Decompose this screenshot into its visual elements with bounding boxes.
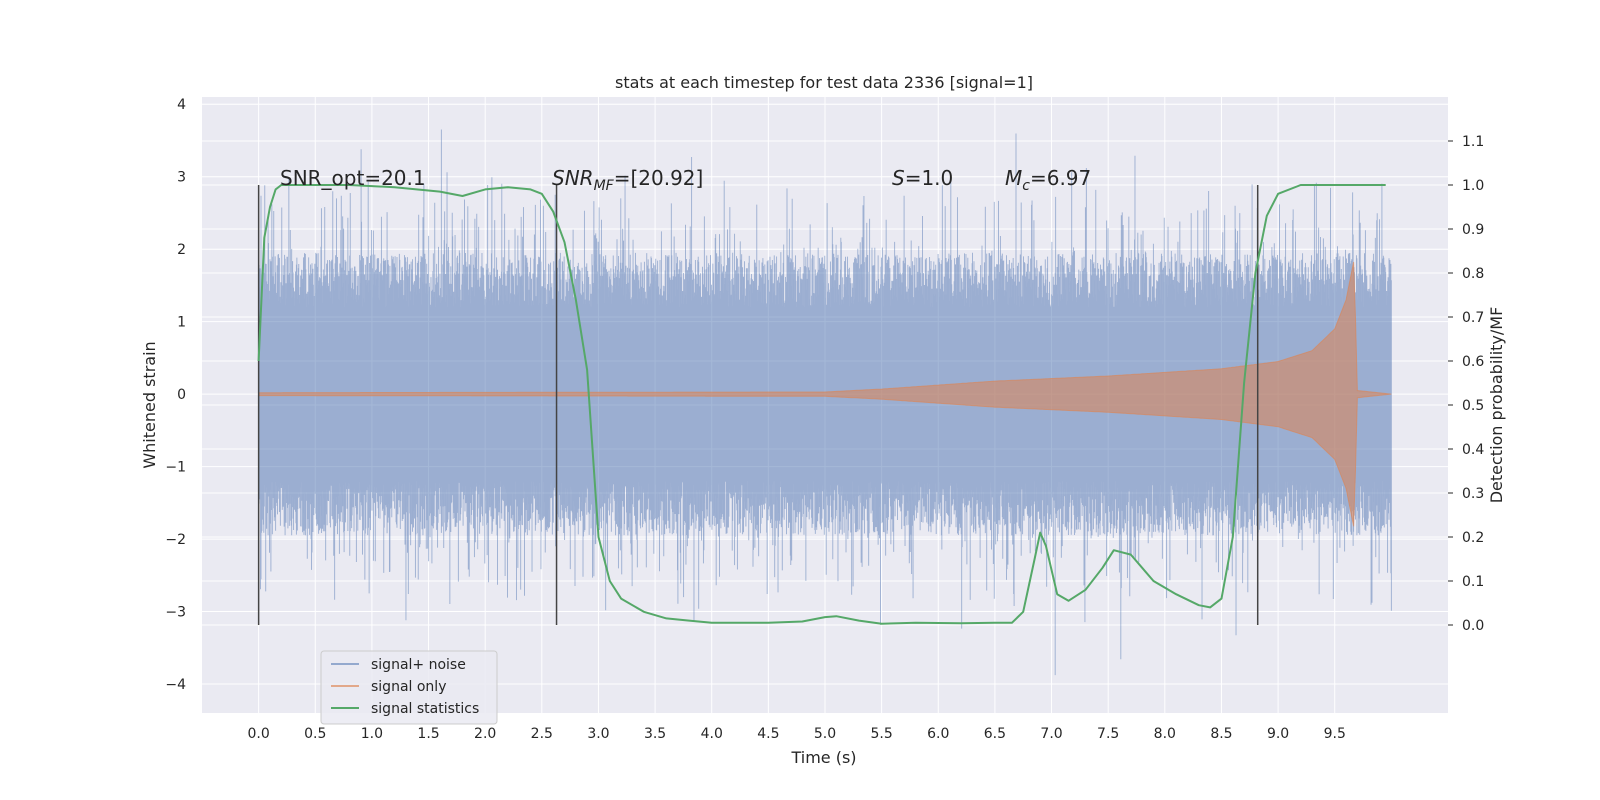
legend-label-signal: signal only xyxy=(371,679,446,695)
y2-tick-label: 0.0 xyxy=(1462,618,1484,634)
y-tick-label: −4 xyxy=(165,677,186,693)
signal-only-line xyxy=(258,261,1392,527)
y-tick-label: −3 xyxy=(165,605,186,621)
y2-tick-label: 0.6 xyxy=(1462,354,1484,370)
y2-tick-label: 0.5 xyxy=(1462,398,1484,414)
y-tick-label: −2 xyxy=(165,532,186,548)
x-tick-label: 5.0 xyxy=(814,726,836,742)
y-tick-labels: 4 3 2 1 0 −1 −2 −3 −4 xyxy=(165,97,186,693)
x-tick-label: 5.5 xyxy=(871,726,893,742)
signal-only-series xyxy=(258,261,1392,527)
x-tick-label: 8.0 xyxy=(1154,726,1176,742)
y2-tick-label: 1.1 xyxy=(1462,134,1484,150)
s-value: =1.0 xyxy=(905,166,954,190)
s-symbol: S xyxy=(892,166,905,190)
mc-value: =6.97 xyxy=(1030,166,1091,190)
x-tick-label: 3.0 xyxy=(587,726,609,742)
x-tick-label: 7.0 xyxy=(1040,726,1062,742)
x-tick-label: 2.5 xyxy=(531,726,553,742)
x-tick-label: 7.5 xyxy=(1097,726,1119,742)
x-tick-label: 1.5 xyxy=(417,726,439,742)
legend-label-noise: signal+ noise xyxy=(371,657,466,673)
x-tick-label: 9.0 xyxy=(1267,726,1289,742)
s-annotation: S=1.0 xyxy=(892,166,953,190)
x-tick-label: 4.0 xyxy=(701,726,723,742)
y2-tick-label: 0.4 xyxy=(1462,442,1484,458)
x-tick-label: 0.0 xyxy=(248,726,270,742)
y2-tick-label: 0.3 xyxy=(1462,486,1484,502)
mc-subscript: c xyxy=(1022,178,1030,194)
x-tick-label: 6.5 xyxy=(984,726,1006,742)
x-tick-label: 1.0 xyxy=(361,726,383,742)
x-tick-label: 8.5 xyxy=(1210,726,1232,742)
y2-tick-labels: 0.0 0.1 0.2 0.3 0.4 0.5 0.6 0.7 0.8 0.9 1.0 1.1 xyxy=(1448,134,1484,634)
chart-title: stats at each timestep for test data 233… xyxy=(615,73,1033,92)
legend: signal+ noise signal only signal statist… xyxy=(320,650,498,725)
x-tick-label: 6.0 xyxy=(927,726,949,742)
x-tick-label: 9.5 xyxy=(1324,726,1346,742)
signal-statistics-line xyxy=(257,184,1386,625)
y-axis-label: Whitened strain xyxy=(140,341,159,468)
y2-tick-label: 0.7 xyxy=(1462,310,1484,326)
y2-tick-label: 0.8 xyxy=(1462,266,1484,282)
y2-tick-label: 0.1 xyxy=(1462,574,1484,590)
y-tick-label: 2 xyxy=(177,242,186,258)
x-tick-label: 0.5 xyxy=(304,726,326,742)
y-tick-label: 1 xyxy=(177,315,186,331)
x-axis-label: Time (s) xyxy=(790,748,856,767)
x-tick-labels: 0.0 0.5 1.0 1.5 2.0 2.5 3.0 3.5 4.0 4.5 5.0 5.5 6.0 6… xyxy=(248,726,1346,742)
y2-axis-label: Detection probability/MF xyxy=(1487,307,1506,504)
signal-statistics-series xyxy=(257,184,1386,625)
y-tick-label: −1 xyxy=(165,460,186,476)
snr-mf-subscript: MF xyxy=(594,178,615,194)
x-tick-label: 2.0 xyxy=(474,726,496,742)
x-tick-label: 4.5 xyxy=(757,726,779,742)
x-tick-label: 3.5 xyxy=(644,726,666,742)
y-tick-label: 0 xyxy=(177,387,186,403)
legend-label-stats: signal statistics xyxy=(371,701,479,717)
y2-tick-label: 0.9 xyxy=(1462,222,1484,238)
y-tick-label: 4 xyxy=(177,97,186,113)
y2-tick-label: 0.2 xyxy=(1462,530,1484,546)
snr-mf-annotation: SNRMF=[20.92] xyxy=(552,166,703,194)
mc-annotation: Mc=6.97 xyxy=(1005,166,1091,194)
legend-box xyxy=(320,650,498,725)
mc-symbol: M xyxy=(1005,166,1022,190)
y2-tick-label: 1.0 xyxy=(1462,178,1484,194)
snr-mf-symbol: SNR xyxy=(552,166,594,190)
snr-opt-annotation: SNR_opt=20.1 xyxy=(280,166,426,190)
snr-mf-value: =[20.92] xyxy=(614,166,704,190)
y-tick-label: 3 xyxy=(177,170,186,186)
